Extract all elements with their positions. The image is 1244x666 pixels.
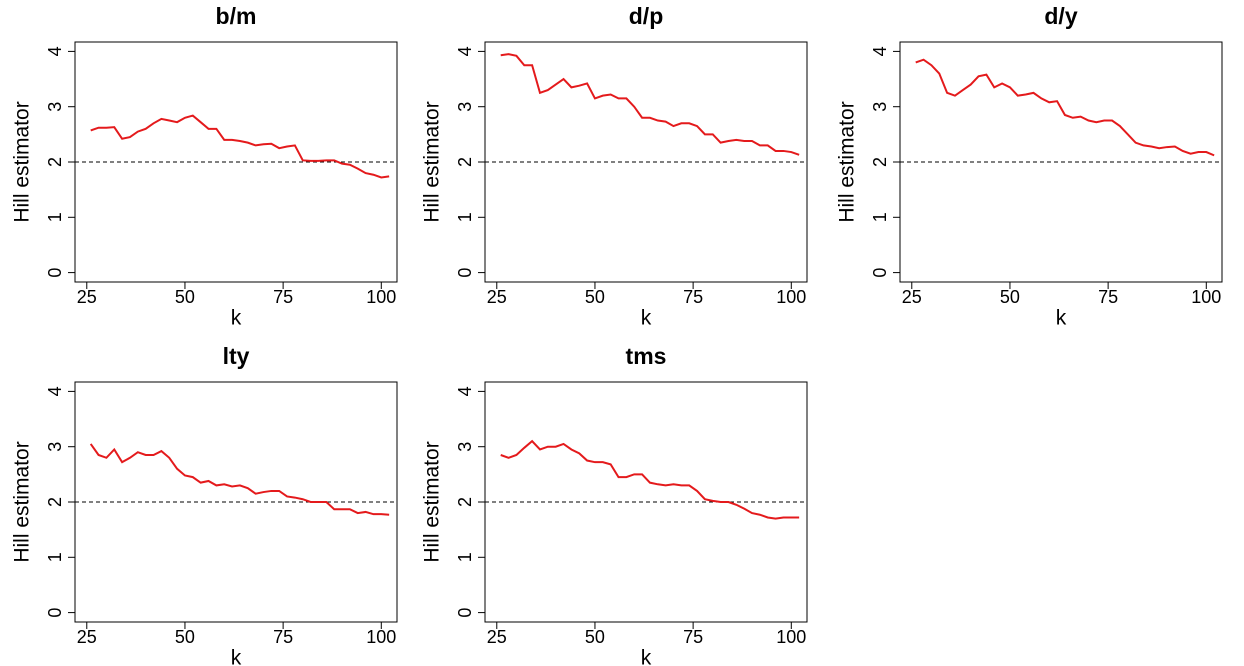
x-axis-label: k — [231, 647, 242, 666]
y-tick-label: 4 — [45, 46, 65, 56]
x-tick-label: 25 — [487, 287, 507, 307]
y-tick-label: 0 — [45, 608, 65, 618]
data-line — [90, 114, 390, 179]
y-tick-label: 1 — [870, 212, 890, 222]
x-tick-label: 50 — [175, 627, 195, 647]
y-tick-label: 2 — [45, 497, 65, 507]
x-axis-label: k — [231, 307, 242, 330]
panel-title: b/m — [216, 3, 257, 29]
plot-box — [74, 41, 398, 283]
panel: d/p k Hill estimator 25 50 75 100 0 1 2 3 4 — [421, 3, 808, 330]
x-tick-label: 75 — [683, 287, 703, 307]
y-tick-label: 2 — [870, 157, 890, 167]
x-tick-label: 100 — [366, 627, 396, 647]
y-tick-label: 4 — [45, 386, 65, 396]
data-line — [89, 443, 390, 516]
y-tick-label: 4 — [455, 386, 475, 396]
x-axis-label: k — [1056, 307, 1067, 330]
data-line — [500, 53, 800, 156]
y-axis-label: Hill estimator — [421, 441, 444, 562]
x-tick-label: 50 — [1000, 287, 1020, 307]
x-tick-label: 100 — [1191, 287, 1221, 307]
panel-title: d/p — [629, 3, 664, 29]
y-tick-label: 2 — [455, 157, 475, 167]
y-tick-label: 2 — [45, 157, 65, 167]
y-tick-label: 0 — [455, 608, 475, 618]
panel: lty k Hill estimator 25 50 75 100 0 1 2 3 4 — [11, 343, 398, 666]
x-tick-label: 100 — [366, 287, 396, 307]
y-axis-label: Hill estimator — [11, 101, 34, 222]
panel-title: tms — [626, 343, 667, 369]
y-tick-label: 0 — [45, 268, 65, 278]
y-tick-label: 4 — [455, 46, 475, 56]
y-tick-label: 1 — [45, 212, 65, 222]
x-tick-label: 75 — [273, 287, 293, 307]
y-tick-label: 3 — [455, 102, 475, 112]
x-tick-label: 75 — [683, 627, 703, 647]
x-tick-label: 100 — [776, 627, 806, 647]
y-tick-label: 1 — [455, 212, 475, 222]
plot-box — [484, 381, 808, 623]
x-tick-label: 25 — [77, 287, 97, 307]
y-tick-label: 0 — [870, 268, 890, 278]
panel: tms k Hill estimator 25 50 75 100 0 1 2 3 4 — [421, 343, 808, 666]
y-tick-label: 3 — [45, 102, 65, 112]
y-tick-label: 3 — [45, 442, 65, 452]
y-tick-label: 1 — [455, 552, 475, 562]
panel: d/y k Hill estimator 25 50 75 100 0 1 2 3 4 — [836, 3, 1223, 330]
x-tick-label: 75 — [1098, 287, 1118, 307]
panel-title: lty — [223, 343, 250, 369]
plot-box — [899, 41, 1223, 283]
x-tick-label: 50 — [585, 287, 605, 307]
data-line — [915, 58, 1215, 157]
x-tick-label: 75 — [273, 627, 293, 647]
plot-box — [484, 41, 808, 283]
x-tick-label: 25 — [487, 627, 507, 647]
data-line — [500, 439, 800, 520]
y-axis-label: Hill estimator — [421, 101, 444, 222]
y-tick-label: 3 — [870, 102, 890, 112]
x-tick-label: 50 — [175, 287, 195, 307]
y-tick-label: 1 — [45, 552, 65, 562]
y-tick-label: 3 — [455, 442, 475, 452]
x-axis-label: k — [641, 307, 652, 330]
x-tick-label: 100 — [776, 287, 806, 307]
panel-title: d/y — [1044, 3, 1077, 29]
plot-box — [74, 381, 398, 623]
panel: b/m k Hill estimator 25 50 75 100 0 1 2 3 4 — [11, 3, 398, 330]
y-axis-label: Hill estimator — [11, 441, 34, 562]
x-tick-label: 25 — [902, 287, 922, 307]
y-tick-label: 4 — [870, 46, 890, 56]
y-axis-label: Hill estimator — [836, 101, 859, 222]
y-tick-label: 0 — [455, 268, 475, 278]
x-axis-label: k — [641, 647, 652, 666]
x-tick-label: 50 — [585, 627, 605, 647]
y-tick-label: 2 — [455, 497, 475, 507]
x-tick-label: 25 — [77, 627, 97, 647]
